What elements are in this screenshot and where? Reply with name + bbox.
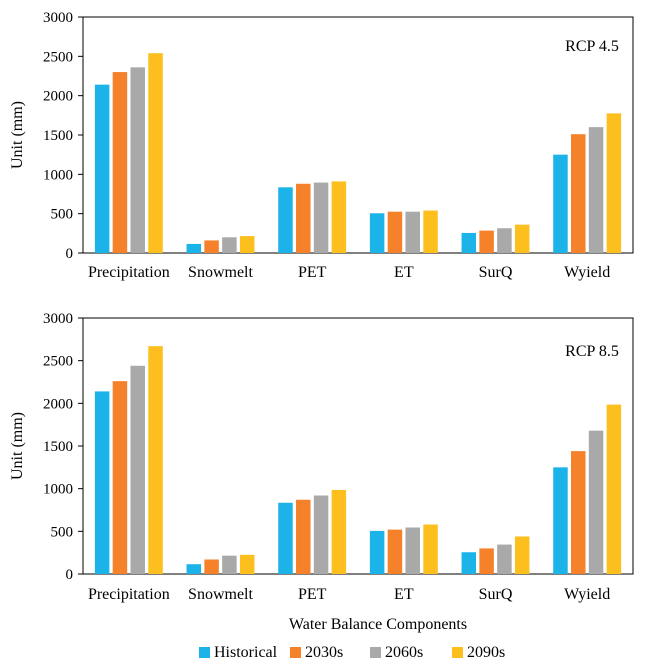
category-label: Wyield: [564, 586, 610, 603]
y-tick-label: 500: [51, 207, 74, 223]
bar-historical-et: [369, 213, 385, 253]
scenario-annotation: RCP 4.5: [565, 38, 619, 55]
bar-2090s-snowmelt: [239, 236, 255, 253]
y-tick-label: 1500: [43, 128, 73, 144]
bar-historical-snowmelt: [186, 243, 202, 253]
y-tick-label: 3000: [43, 311, 73, 327]
bar-2090s-et: [423, 210, 438, 253]
bar-2030s-snowmelt: [204, 559, 219, 574]
y-tick-label: 0: [66, 567, 74, 583]
bar-2060s-pet: [313, 182, 329, 253]
bar-2030s-precipitation: [112, 72, 128, 253]
scenario-annotation: RCP 8.5: [565, 343, 619, 360]
category-label: SurQ: [479, 586, 513, 603]
plot-frame: [82, 16, 634, 254]
bar-historical-surq: [461, 552, 477, 574]
bar-2030s-surq: [479, 548, 494, 574]
category-label: Precipitation: [88, 586, 170, 603]
bar-historical-et: [369, 530, 385, 574]
bar-historical-wyield: [553, 154, 568, 253]
bar-2090s-wyield: [606, 113, 622, 253]
legend-label: Historical: [214, 644, 278, 661]
bar-2090s-et: [423, 524, 438, 574]
category-label: Snowmelt: [188, 264, 253, 281]
bar-2090s-wyield: [606, 404, 622, 574]
bar-2090s-precipitation: [148, 53, 163, 253]
x-axis-title: Water Balance Components: [289, 616, 467, 633]
legend-label: 2090s: [467, 644, 505, 661]
y-tick-label: 0: [66, 246, 74, 262]
y-tick-label: 1500: [43, 439, 73, 455]
category-label: SurQ: [479, 264, 513, 281]
legend-label: 2030s: [305, 644, 343, 661]
bar-2060s-precipitation: [130, 365, 145, 574]
legend-swatch-2030s: [290, 647, 301, 658]
bar-historical-wyield: [553, 467, 568, 574]
bar-2060s-et: [405, 527, 420, 574]
bar-2090s-pet: [331, 489, 347, 574]
y-axis-label: Unit (mm): [9, 412, 26, 480]
bar-2030s-precipitation: [112, 381, 128, 574]
y-tick-label: 2000: [43, 396, 73, 412]
category-label: PET: [298, 264, 327, 281]
bar-2090s-surq: [514, 224, 530, 253]
category-label: Precipitation: [88, 264, 170, 281]
y-tick-label: 2000: [43, 89, 73, 105]
y-tick-label: 500: [51, 524, 74, 540]
y-tick-label: 1000: [43, 167, 73, 183]
category-label: PET: [298, 586, 327, 603]
bar-2060s-wyield: [588, 430, 604, 574]
bar-2030s-et: [387, 529, 403, 574]
bar-2030s-surq: [479, 230, 494, 253]
legend-swatch-historical: [199, 647, 210, 658]
bar-2060s-snowmelt: [222, 237, 237, 253]
bar-historical-surq: [461, 232, 477, 253]
category-label: ET: [394, 264, 414, 281]
bar-2060s-surq: [497, 544, 512, 574]
bar-historical-snowmelt: [186, 564, 202, 574]
bar-2030s-snowmelt: [204, 240, 219, 253]
y-tick-label: 1000: [43, 482, 73, 498]
legend-swatch-2090s: [452, 647, 463, 658]
bar-2090s-precipitation: [148, 346, 163, 574]
bar-2090s-pet: [331, 181, 347, 253]
category-label: Wyield: [564, 264, 610, 281]
chart-panel-2: 0 500 1000 1500 2000 2500 3000 Unit (mm) RCP 8.5…: [9, 311, 634, 603]
plot-frame: [82, 317, 634, 575]
bar-2060s-snowmelt: [222, 555, 237, 574]
y-axis-label: Unit (mm): [9, 101, 26, 169]
legend-label: 2060s: [385, 644, 423, 661]
bar-2030s-wyield: [571, 134, 586, 253]
bar-2030s-pet: [296, 183, 311, 253]
bar-2060s-et: [405, 211, 420, 253]
bar-2060s-precipitation: [130, 67, 145, 253]
legend-swatch-2060s: [370, 647, 381, 658]
bar-2030s-et: [387, 211, 403, 253]
category-label: Snowmelt: [188, 586, 253, 603]
bar-2060s-pet: [313, 495, 329, 574]
bar-2060s-wyield: [588, 127, 604, 253]
bar-2030s-wyield: [571, 451, 586, 574]
bar-historical-precipitation: [94, 391, 110, 574]
y-tick-label: 3000: [43, 10, 73, 26]
bar-historical-precipitation: [94, 84, 110, 253]
chart-panel-1: 0 500 1000 1500 2000 2500 3000 Unit (mm) RCP 4.5…: [9, 10, 634, 281]
bar-2090s-surq: [514, 536, 530, 574]
bar-historical-pet: [278, 187, 293, 253]
y-tick-label: 2500: [43, 49, 73, 65]
bar-historical-pet: [278, 502, 293, 574]
bar-2030s-pet: [296, 499, 311, 574]
bar-2090s-snowmelt: [239, 554, 255, 574]
bar-2060s-surq: [497, 228, 512, 253]
y-tick-label: 2500: [43, 354, 73, 370]
category-label: ET: [394, 586, 414, 603]
